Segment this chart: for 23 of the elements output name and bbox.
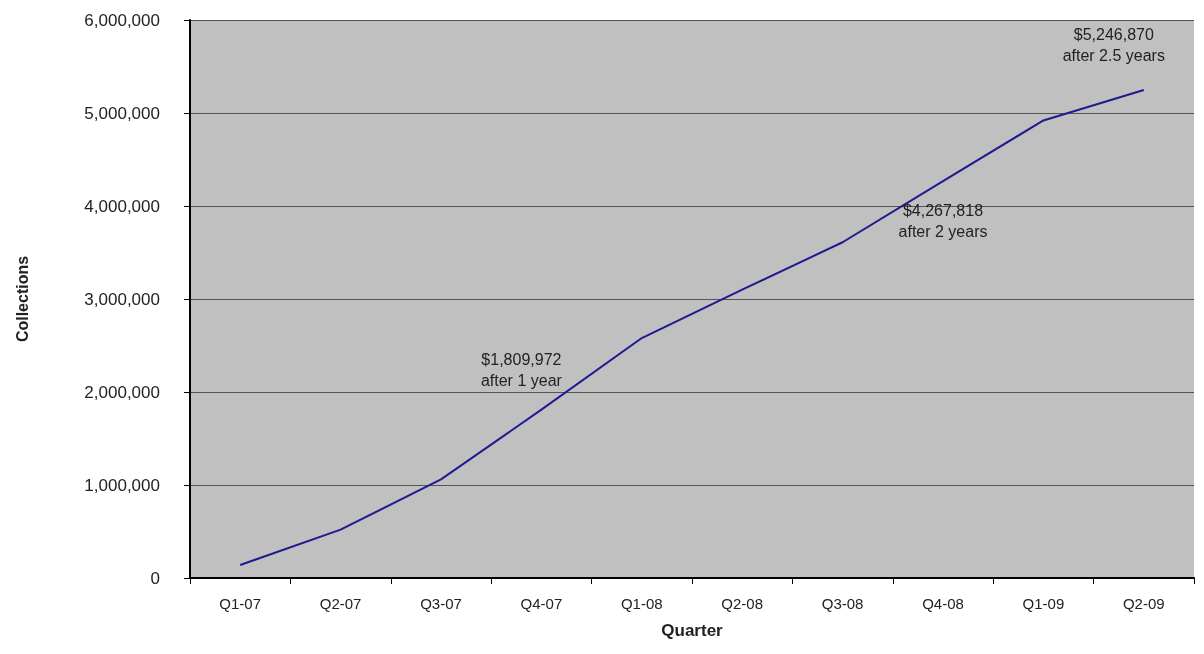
y-tick-label: 2,000,000 [84,382,160,402]
x-tick-label: Q1-09 [1022,595,1065,612]
x-tick-label: Q1-07 [219,595,262,612]
x-tick-label: Q1-08 [620,595,663,612]
x-tick-label: Q4-07 [520,595,563,612]
line-series [239,89,1145,566]
annotation: $4,267,818 after 2 years [898,202,988,241]
annotation: $1,809,972 after 1 year [480,350,563,389]
x-axis-title: Quarter [661,621,724,640]
x-tick-label: Q4-08 [922,595,964,612]
y-tick-label: 1,000,000 [84,475,160,495]
x-tick-label: Q3-08 [821,595,864,612]
x-tick-label: Q3-07 [420,595,462,612]
y-tick-label: 0 [150,568,160,588]
annotation: $5,246,870 after 2.5 years [1062,26,1165,65]
y-tick-label: 6,000,000 [84,10,160,30]
y-tick-label: 3,000,000 [84,289,160,309]
y-axis-title: Collections [13,255,31,343]
y-tick-label: 4,000,000 [84,196,160,216]
x-tick-label: Q2-09 [1122,595,1165,612]
y-tick-label: 5,000,000 [84,103,160,123]
x-tick-label: Q2-07 [319,595,362,612]
x-tick-label: Q2-08 [721,595,764,612]
